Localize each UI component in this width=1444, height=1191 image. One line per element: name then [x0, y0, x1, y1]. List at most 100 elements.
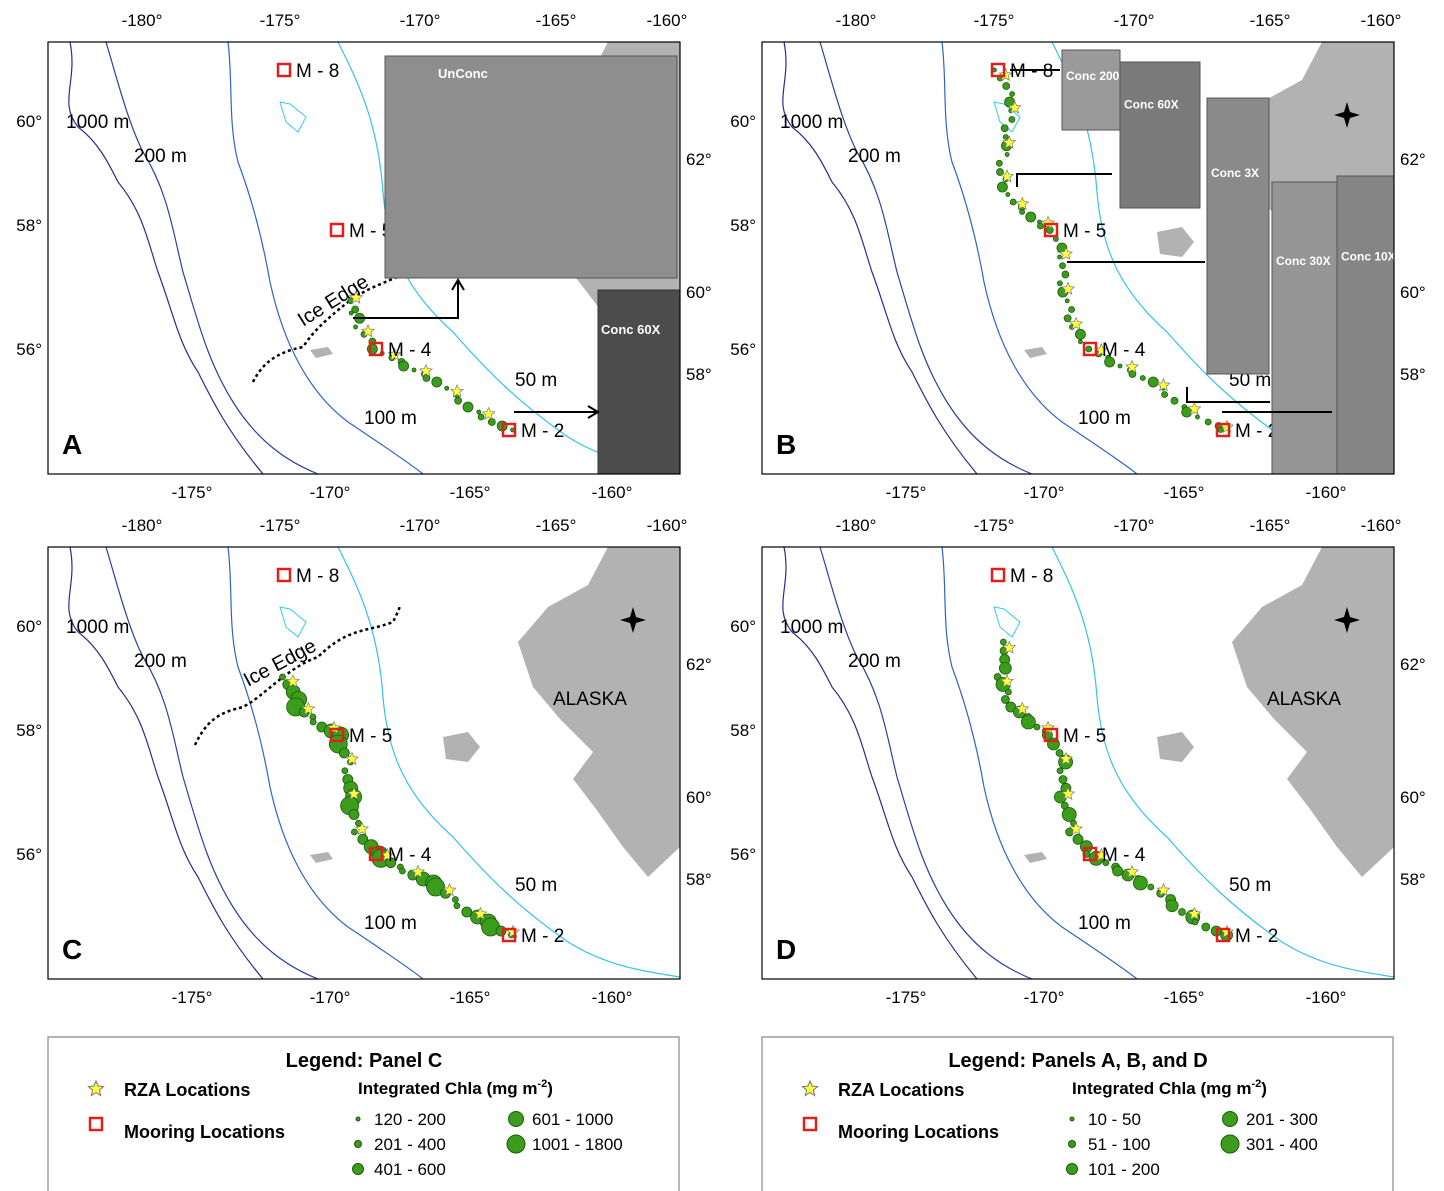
image-label: UnConc [438, 66, 488, 81]
legend-chla-class: 401 - 600 [374, 1160, 446, 1179]
station [1003, 83, 1010, 90]
bottom-tick-label: -170° [1024, 988, 1065, 1007]
mooring-label: M - 4 [1102, 845, 1146, 866]
bottom-tick-label: -160° [592, 483, 633, 502]
top-tick-label: -160° [1361, 11, 1402, 30]
top-tick-label: -170° [1114, 11, 1155, 30]
depth-label: 100 m [364, 913, 417, 934]
station [1205, 419, 1211, 425]
panel-letter: D [776, 934, 796, 965]
left-tick-label: 58° [730, 216, 756, 235]
legend-mooring [90, 1118, 102, 1130]
station [1000, 639, 1006, 645]
station [455, 397, 462, 404]
bottom-tick-label: -170° [1024, 483, 1065, 502]
map-panel: 1000 m200 m100 m50 mM - 8M - 5M - 4M - 2… [730, 11, 1425, 502]
depth-label: 50 m [515, 875, 557, 896]
station [399, 361, 409, 371]
top-tick-label: -175° [974, 11, 1015, 30]
top-tick-label: -165° [1250, 11, 1291, 30]
station [488, 419, 495, 426]
left-tick-label: 60° [16, 617, 42, 636]
mooring-label: M - 8 [296, 566, 339, 587]
land-label: ALASKA [1267, 689, 1341, 710]
bottom-tick-label: -175° [886, 988, 927, 1007]
station [1056, 750, 1063, 757]
station [1118, 364, 1122, 368]
right-tick-label: 60° [686, 788, 712, 807]
station [1060, 263, 1066, 269]
chla-title-part: ) [1261, 1079, 1267, 1098]
legend-mooring [804, 1118, 816, 1130]
depth-label: 200 m [848, 651, 901, 672]
right-tick-label: 58° [686, 870, 712, 889]
right-tick-label: 60° [1400, 788, 1426, 807]
depth-label: 100 m [364, 408, 417, 429]
map-panel: 1000 m200 m100 m50 mALASKAIce EdgeM - 8M… [16, 516, 711, 1007]
depth-label: 1000 m [66, 112, 129, 133]
legend-chla-symbol [507, 1135, 525, 1153]
mooring-label: M - 8 [296, 61, 339, 82]
station [999, 662, 1011, 674]
bottom-tick-label: -165° [1164, 988, 1205, 1007]
mooring-label: M - 8 [1010, 61, 1053, 82]
station [399, 868, 405, 874]
station [1179, 909, 1186, 916]
image-label: Conc 10X [1341, 250, 1396, 264]
station [997, 182, 1007, 192]
station [1026, 212, 1036, 222]
legend-chla-class: 601 - 1000 [532, 1110, 613, 1129]
legend-chla-symbol [353, 1164, 364, 1175]
left-tick-label: 60° [730, 112, 756, 131]
top-tick-label: -165° [536, 516, 577, 535]
left-tick-label: 60° [16, 112, 42, 131]
image-label: Conc 3X [1211, 166, 1259, 180]
right-tick-label: 58° [1400, 365, 1426, 384]
station [478, 414, 484, 420]
top-tick-label: -175° [260, 11, 301, 30]
station [1010, 199, 1016, 205]
bottom-tick-label: -160° [592, 988, 633, 1007]
depth-label: 200 m [134, 146, 187, 167]
station [1065, 299, 1069, 303]
bottom-tick-label: -165° [1164, 483, 1205, 502]
station [1020, 210, 1025, 215]
station [1069, 307, 1075, 313]
legend-chla-class: 101 - 200 [1088, 1160, 1160, 1179]
station [452, 897, 458, 903]
legend-chla-class: 301 - 400 [1246, 1135, 1318, 1154]
station [1037, 223, 1043, 229]
station [352, 306, 359, 313]
station [1162, 392, 1168, 398]
station [1034, 724, 1040, 730]
depth-label: 200 m [848, 146, 901, 167]
legend-chla-class: 1001 - 1800 [532, 1135, 623, 1154]
station [1166, 900, 1178, 912]
station [1006, 193, 1010, 197]
legend-chla-symbol [1067, 1164, 1078, 1175]
micrograph [598, 290, 680, 474]
bottom-tick-label: -165° [450, 483, 491, 502]
top-tick-label: -170° [1114, 516, 1155, 535]
station [310, 719, 316, 725]
station [1003, 135, 1008, 140]
depth-label: 100 m [1078, 408, 1131, 429]
legend-rza: RZA Locations [838, 1080, 964, 1100]
bottom-tick-label: -165° [450, 988, 491, 1007]
top-tick-label: -160° [647, 516, 688, 535]
station [454, 903, 460, 909]
top-tick-label: -175° [260, 516, 301, 535]
left-tick-label: 56° [730, 845, 756, 864]
top-tick-label: -180° [836, 516, 877, 535]
map-panel: 1000 m200 m100 m50 mIce EdgeM - 8M - 5M … [16, 11, 711, 502]
legend-chla-title: Integrated Chla (mg m-2) [1072, 1078, 1267, 1098]
station [463, 402, 473, 412]
station [996, 160, 1002, 166]
left-tick-label: 56° [16, 340, 42, 359]
top-tick-label: -160° [647, 11, 688, 30]
mooring-label: M - 4 [1102, 340, 1146, 361]
panel-letter: B [776, 429, 796, 460]
depth-label: 100 m [1078, 913, 1131, 934]
